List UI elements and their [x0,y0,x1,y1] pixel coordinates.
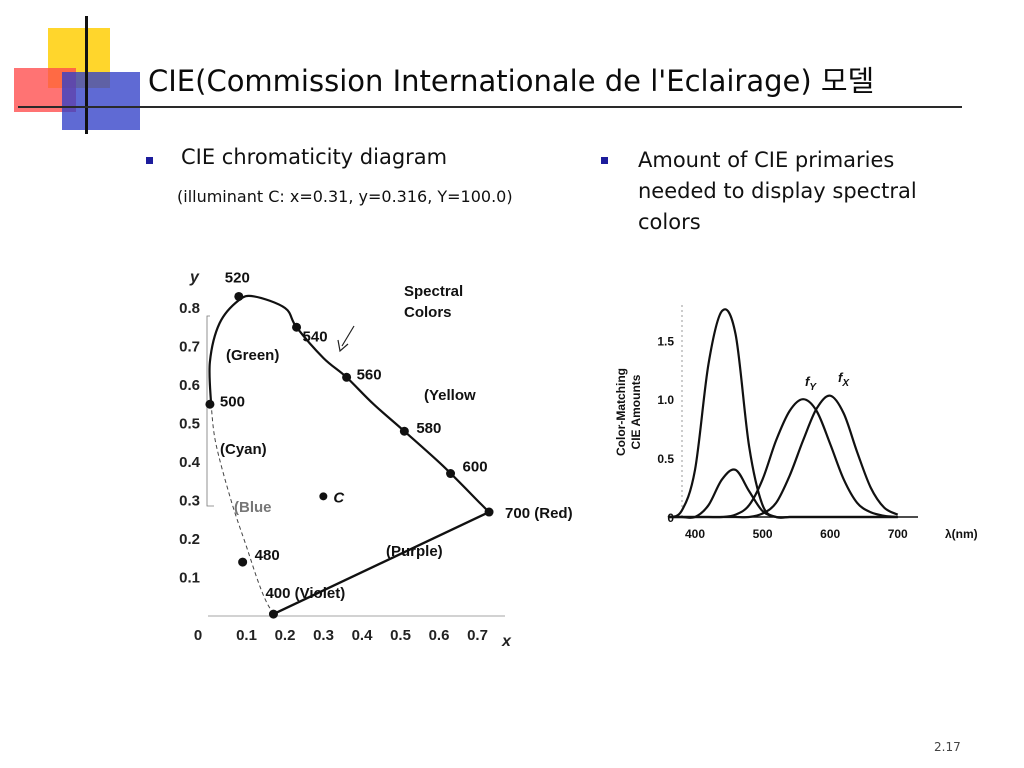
wavelength-point [292,322,302,332]
series-label: fX [838,370,850,389]
wavelength-point [268,609,278,619]
y-axis-bracket [206,315,214,507]
decorative-blue-square [62,72,140,130]
annotation-arrowhead [337,339,349,353]
x-tick-label: 700 [888,527,908,541]
cie-chromaticity-diagram: 0 0.1 0.2 0.3 0.4 0.5 0.6 0.7 x 0.1 0.2 0.3 0.4 0.5 0.… [179,269,573,650]
series-line [667,394,899,519]
x-tick-label: 0.1 [236,627,257,644]
y-tick-label: 0.6 [179,377,200,394]
wavelength-point [238,557,248,567]
y-axis-label: Color-Matching [614,368,628,456]
region-label: (Blue [234,499,272,516]
region-label: (Yellow [424,387,476,404]
spectral-locus-blue-segment [210,404,274,615]
line-of-purples [272,510,490,616]
bullet-cie-primaries: Amount of CIE primaries needed to displa… [638,145,978,238]
wavelength-point [399,426,409,436]
wavelength-point [446,469,456,479]
wavelength-label: 600 [463,459,488,476]
wavelength-point [342,372,352,382]
x-axis-label: λ(nm) [945,527,978,541]
y-tick-label: 1.5 [657,334,674,348]
y-tick-label: 0.2 [179,531,200,548]
x-axis-label: x [501,633,512,650]
wavelength-label: 560 [357,366,382,383]
x-tick-label: 400 [685,527,705,541]
x-tick-label: 0.3 [313,627,334,644]
y-tick-label: 0.5 [657,452,674,466]
wavelength-point [234,291,244,301]
illuminant-note: (illuminant C: x=0.31, y=0.316, Y=100.0) [177,187,513,206]
page-number: 2.17 [934,740,961,754]
region-label: (Purple) [386,543,443,560]
region-label: (Green) [226,347,279,364]
illuminant-c-point [319,492,328,501]
annotation-label: Spectral [404,283,463,300]
y-tick-label: 0.5 [179,416,200,433]
wavelength-label: 480 [255,547,280,564]
slide-title: CIE(Commission Internationale de l'Eclai… [148,64,875,98]
x-tick-label: 0.2 [275,627,296,644]
x-tick-label: 0 [194,627,202,644]
bullet-square-icon [146,157,153,164]
bullet-chromaticity-diagram: CIE chromaticity diagram [181,145,448,169]
wavelength-label: 540 [303,328,328,345]
x-tick-label: 0.4 [352,627,374,644]
region-label: (Cyan) [220,441,267,458]
x-tick-label: 0.7 [467,627,488,644]
y-tick-label: 0.4 [179,454,201,471]
annotation-arrow [341,325,355,347]
wavelength-label: 400 (Violet) [265,585,345,602]
spectral-locus-curve [208,294,490,513]
x-tick-label: 600 [820,527,840,541]
wavelength-label: 700 (Red) [505,505,573,522]
series-line [667,468,898,519]
x-tick-label: 0.5 [390,627,411,644]
y-tick-label: 0.3 [179,493,200,510]
illuminant-c-label: C [333,489,345,506]
decorative-vertical-line [85,16,88,134]
y-tick-label: 0.7 [179,339,200,356]
annotation-label: Colors [404,304,452,321]
y-axis-label: CIE Amounts [629,374,643,449]
bullet-square-icon [601,157,608,164]
wavelength-label: 520 [225,269,250,286]
title-underline [18,106,962,108]
series-line [667,308,898,519]
wavelength-label: 500 [220,393,245,410]
series-label: fY [805,374,817,393]
y-axis-label: y [189,269,200,286]
wavelength-point [205,399,215,409]
wavelength-point [484,507,494,517]
y-tick-label: 1.0 [657,393,674,407]
bullet-line: needed to display spectral [638,179,917,203]
bullet-line: Amount of CIE primaries [638,148,895,172]
x-tick-label: 500 [753,527,773,541]
bullet-line: colors [638,210,701,234]
y-tick-label: 0.1 [179,570,200,587]
x-tick-label: 0.6 [429,627,450,644]
y-tick-label: 0.8 [179,300,200,317]
wavelength-label: 580 [416,420,441,437]
